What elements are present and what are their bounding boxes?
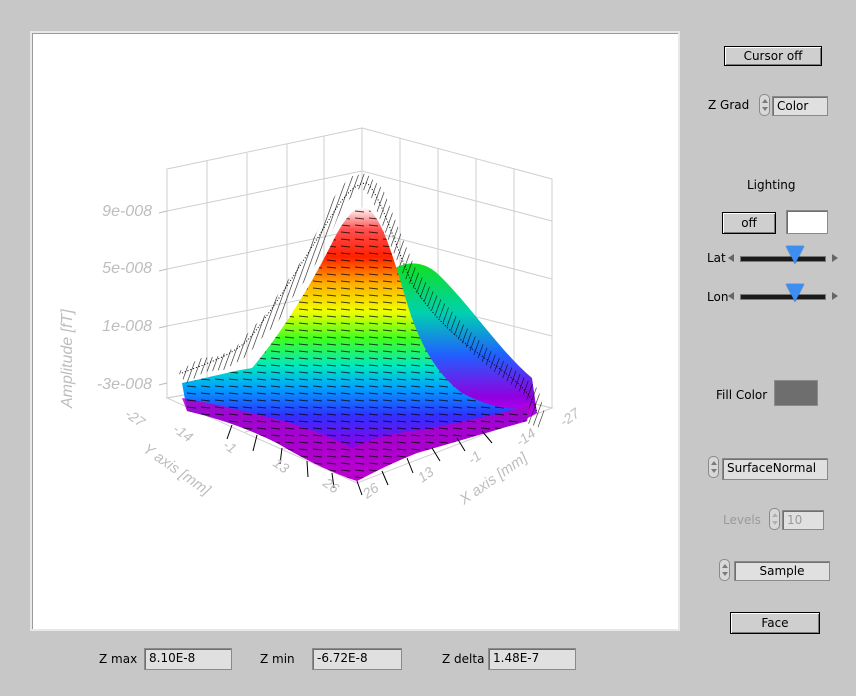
face-button[interactable]: Face [730,612,820,634]
lon-label: Lon [707,290,729,304]
plot-area[interactable]: Amplitude [fT] 9e-008 5e-008 1e-008 -3e-… [30,31,680,631]
sample-value[interactable]: Sample [734,561,830,581]
lon-right-arrow-icon[interactable] [832,292,838,300]
lat-left-arrow-icon[interactable] [728,254,734,262]
z-axis-label: Amplitude [fT] [59,309,76,409]
z-tick-label: 5e-008 [102,260,152,277]
surface-plot: Amplitude [fT] 9e-008 5e-008 1e-008 -3e-… [59,127,584,509]
display-mode-spinner[interactable] [708,456,719,478]
surface-normals [182,207,527,481]
x-tick-label: 13 [415,463,437,485]
x-tick-label: -27 [557,404,584,429]
z-tick-label: 9e-008 [102,203,152,220]
lon-slider-track[interactable] [740,294,826,300]
surface-normals-fringe [178,173,545,428]
zmin-value: -6.72E-8 [312,648,402,670]
zdelta-value: 1.48E-7 [488,648,576,670]
axis-ticks [158,210,168,386]
lon-slider[interactable] [726,284,840,304]
fill-color-swatch[interactable] [774,380,818,406]
zmin-label: Z min [260,652,295,666]
lighting-color-swatch[interactable] [786,210,828,234]
zgrad-spinner[interactable] [759,94,770,116]
levels-spinner[interactable] [769,508,780,530]
z-tick-label: -3e-008 [97,376,152,393]
display-mode-value[interactable]: SurfaceNormal [722,458,828,480]
lon-slider-thumb[interactable] [786,284,804,302]
z-tick-label: 1e-008 [102,318,152,335]
lighting-toggle-button[interactable]: off [722,212,776,234]
lat-slider[interactable] [726,246,840,266]
lat-right-arrow-icon[interactable] [832,254,838,262]
levels-value[interactable]: 10 [782,510,824,530]
y-tick-label: 26 [319,474,342,497]
zdelta-label: Z delta [442,652,485,666]
y-tick-label: 13 [270,454,292,476]
lighting-title: Lighting [747,178,796,192]
sample-spinner[interactable] [719,559,730,581]
zgrad-label: Z Grad [708,98,750,112]
cursor-toggle-button[interactable]: Cursor off [724,46,822,66]
lon-left-arrow-icon[interactable] [728,292,734,300]
y-tick-label: -27 [122,405,149,430]
x-tick-label: -14 [513,425,539,450]
lat-slider-track[interactable] [740,256,826,262]
zmax-label: Z max [99,652,138,666]
y-tick-label: -14 [170,420,196,445]
y-tick-label: -1 [220,436,239,456]
x-tick-label: 26 [359,479,382,502]
fill-color-label: Fill Color [716,388,768,402]
levels-label: Levels [723,513,761,527]
x-tick-label: -1 [465,447,484,467]
surface-bottom-normals [226,424,493,496]
zmax-value: 8.10E-8 [144,648,232,670]
lat-slider-thumb[interactable] [786,246,804,264]
lat-label: Lat [707,251,726,265]
zgrad-value[interactable]: Color [772,96,828,116]
y-axis-label: Y axis [mm] [140,440,214,499]
